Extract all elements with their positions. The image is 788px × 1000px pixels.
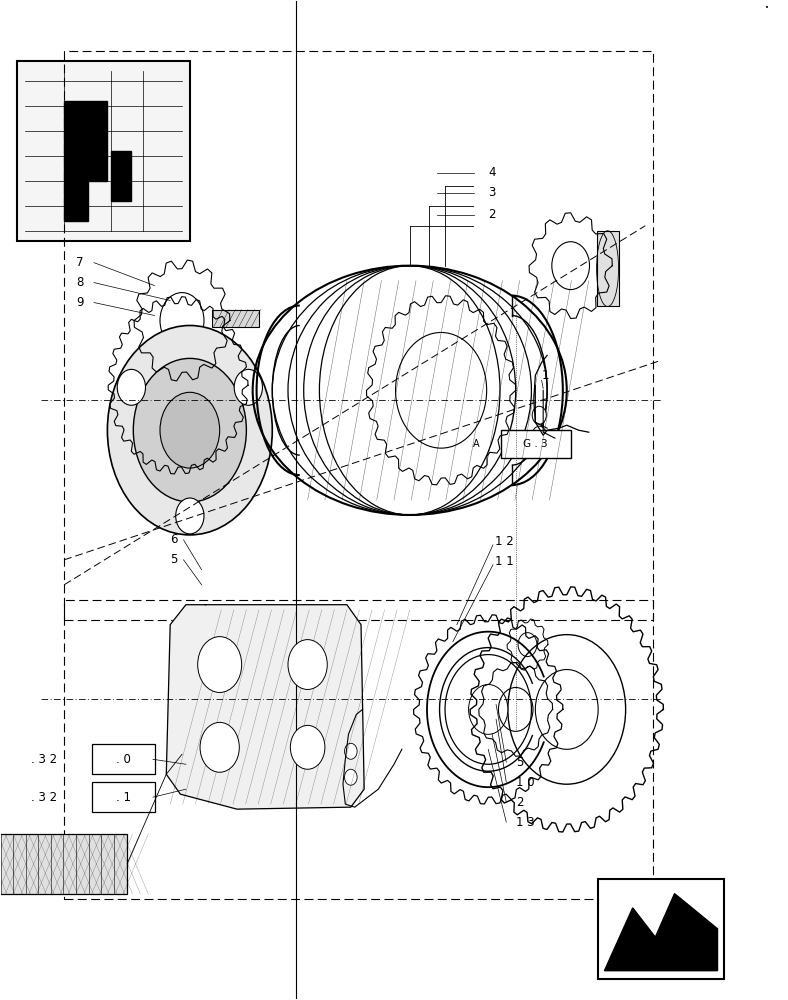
- Circle shape: [176, 498, 204, 534]
- Polygon shape: [166, 605, 364, 809]
- Circle shape: [107, 325, 273, 535]
- Text: 5: 5: [170, 553, 177, 566]
- FancyBboxPatch shape: [92, 744, 154, 774]
- Bar: [597, 231, 619, 306]
- Circle shape: [288, 640, 327, 689]
- Bar: [64, 181, 87, 221]
- Text: 4: 4: [489, 166, 496, 179]
- Text: . 0: . 0: [116, 753, 131, 766]
- Bar: [64, 600, 653, 899]
- Bar: [0, 834, 127, 894]
- Circle shape: [133, 358, 247, 502]
- Circle shape: [532, 406, 546, 424]
- Circle shape: [117, 369, 146, 405]
- Bar: [64, 51, 653, 620]
- Text: 3: 3: [489, 186, 496, 199]
- Text: G . 3: G . 3: [523, 439, 548, 449]
- FancyBboxPatch shape: [501, 430, 571, 458]
- Text: . 3 2: . 3 2: [32, 753, 58, 766]
- Text: 2: 2: [489, 208, 496, 221]
- Circle shape: [469, 684, 507, 734]
- Bar: [598, 879, 724, 979]
- Text: 9: 9: [76, 296, 84, 309]
- Circle shape: [290, 725, 325, 769]
- Circle shape: [344, 743, 357, 759]
- Text: 1 1: 1 1: [495, 555, 513, 568]
- Text: 2: 2: [515, 796, 523, 809]
- Circle shape: [535, 670, 598, 749]
- Circle shape: [234, 369, 262, 405]
- Circle shape: [200, 722, 240, 772]
- Circle shape: [198, 637, 242, 692]
- Circle shape: [344, 769, 357, 785]
- Text: . 3 2: . 3 2: [32, 791, 58, 804]
- Circle shape: [160, 392, 220, 468]
- Polygon shape: [604, 894, 718, 971]
- FancyBboxPatch shape: [92, 782, 154, 812]
- Text: 6: 6: [170, 533, 178, 546]
- Text: 5: 5: [515, 756, 523, 769]
- Text: •: •: [765, 5, 769, 11]
- Bar: [64, 101, 107, 181]
- Text: 1 0: 1 0: [515, 776, 534, 789]
- Text: 1: 1: [541, 369, 549, 382]
- Text: 7: 7: [76, 256, 84, 269]
- Bar: [212, 310, 259, 327]
- Text: 1 3: 1 3: [515, 816, 534, 829]
- Circle shape: [532, 426, 546, 444]
- Bar: [17, 61, 190, 241]
- Text: 8: 8: [76, 276, 84, 289]
- Text: . 1: . 1: [116, 791, 131, 804]
- Text: 1 2: 1 2: [495, 535, 513, 548]
- Bar: [111, 151, 131, 201]
- Text: A: A: [473, 439, 480, 449]
